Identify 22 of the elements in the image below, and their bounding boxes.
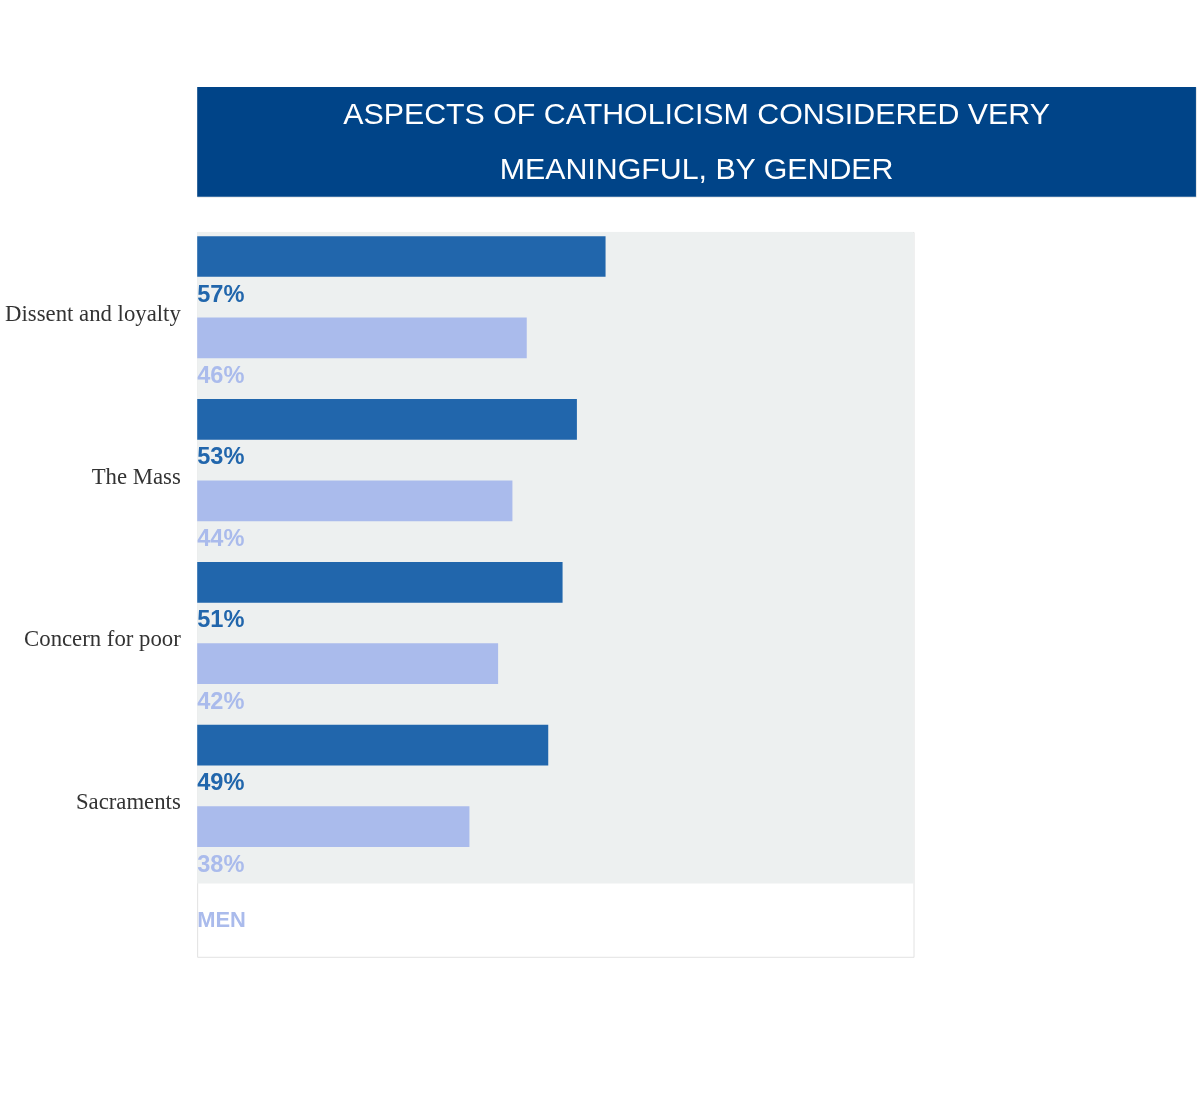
y-tick-label: Dissent and loyalty	[5, 300, 182, 326]
chart-title: ASPECTS OF CATHOLICISM CONSIDERED VERY MEANINGFUL, BY GENDER	[343, 96, 1050, 185]
y-tick-label: Sacraments	[75, 789, 181, 815]
bar	[197, 724, 549, 766]
data-label: 42%	[197, 687, 245, 714]
bar	[197, 317, 527, 359]
text: MEN	[197, 906, 246, 932]
data-label: 46%	[197, 361, 245, 388]
data-label: 44%	[197, 524, 245, 551]
data-label: 38%	[197, 850, 245, 877]
y-tick-label: The Mass	[91, 463, 181, 489]
bar	[197, 561, 563, 603]
data-label: 49%	[197, 769, 245, 796]
bar	[197, 480, 513, 522]
data-label: 51%	[197, 606, 245, 633]
bar	[197, 806, 470, 847]
data-label: 57%	[197, 280, 245, 307]
y-tick-label: Concern for poor	[24, 626, 182, 652]
bar	[197, 399, 577, 440]
bar	[197, 643, 499, 685]
bar	[197, 236, 606, 277]
data-label: 53%	[197, 443, 245, 470]
